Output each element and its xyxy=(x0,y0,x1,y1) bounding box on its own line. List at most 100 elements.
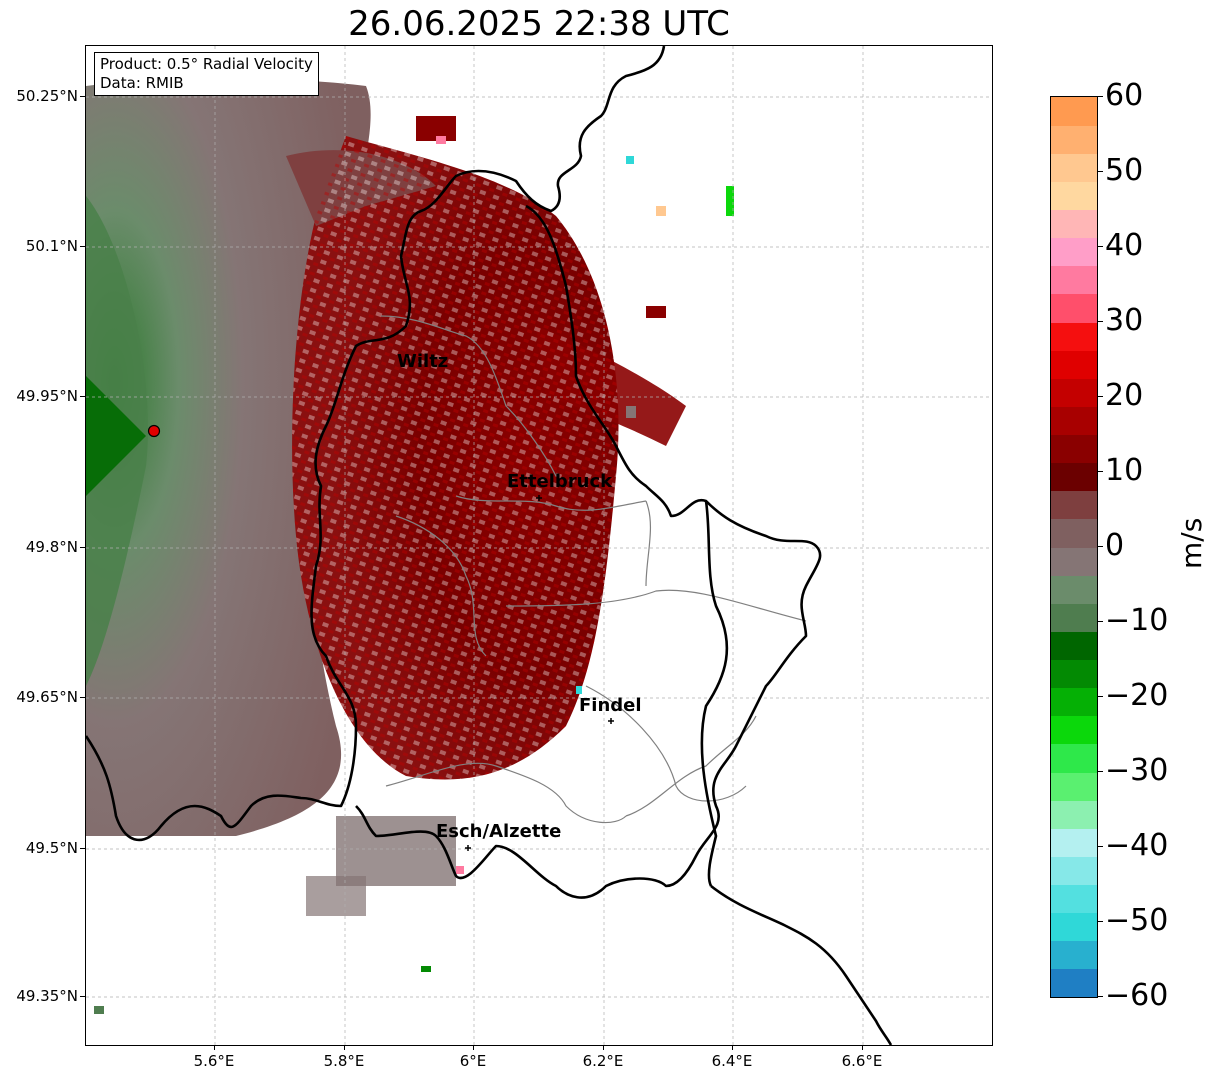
colorbar-segment xyxy=(1051,265,1097,295)
city-label-esch-alzette: Esch/Alzette xyxy=(436,821,562,842)
colorbar-tick-mark xyxy=(1097,621,1103,622)
colorbar-tick-label: −50 xyxy=(1105,903,1169,938)
colorbar-tick-mark xyxy=(1097,321,1103,322)
colorbar-tick-label: 60 xyxy=(1105,78,1144,113)
colorbar-tick-label: 50 xyxy=(1105,153,1144,188)
lat-tick-label: 49.5°N xyxy=(25,839,78,857)
lon-tick-mark xyxy=(862,1045,863,1050)
colorbar-tick-mark xyxy=(1097,771,1103,772)
colorbar-segment xyxy=(1051,659,1097,689)
lat-tick-mark xyxy=(80,848,85,849)
data-source-label: Data: RMIB xyxy=(100,74,184,92)
colorbar-tick-mark xyxy=(1097,921,1103,922)
colorbar-segment xyxy=(1051,434,1097,464)
city-label-findel: Findel xyxy=(579,695,642,716)
lon-tick-mark xyxy=(603,1045,604,1050)
colorbar-segment xyxy=(1051,237,1097,267)
lon-tick-label: 6.2°E xyxy=(582,1052,624,1070)
colorbar-unit-label: m/s xyxy=(1175,517,1207,569)
colorbar-tick-label: 40 xyxy=(1105,228,1144,263)
colorbar-segment xyxy=(1051,828,1097,857)
colorbar-segment xyxy=(1051,687,1097,717)
lat-tick-mark xyxy=(80,996,85,997)
lat-tick-mark xyxy=(80,96,85,97)
velocity-echo-scatter xyxy=(94,116,734,1014)
colorbar-tick-mark xyxy=(1097,246,1103,247)
lat-tick-mark xyxy=(80,547,85,548)
canton-borders xyxy=(380,315,807,824)
lon-tick-mark xyxy=(473,1045,474,1050)
city-markers xyxy=(465,495,614,851)
lon-tick-mark xyxy=(344,1045,345,1050)
lat-tick-label: 50.25°N xyxy=(16,87,78,105)
lat-lon-grid xyxy=(86,46,992,1045)
colorbar-segment xyxy=(1051,884,1097,914)
lon-tick-label: 5.8°E xyxy=(323,1052,365,1070)
colorbar-tick-label: −40 xyxy=(1105,828,1169,863)
lon-tick-label: 6°E xyxy=(459,1052,487,1070)
colorbar-tick-mark xyxy=(1097,396,1103,397)
colorbar-segment xyxy=(1051,603,1097,632)
colorbar-segment xyxy=(1051,181,1097,211)
colorbar-tick-label: 10 xyxy=(1105,453,1144,488)
colorbar-segment xyxy=(1051,772,1097,801)
colorbar-segment xyxy=(1051,631,1097,661)
colorbar-tick-mark xyxy=(1097,471,1103,472)
colorbar-segment xyxy=(1051,912,1097,942)
lat-tick-label: 49.65°N xyxy=(16,688,78,706)
colorbar-segment xyxy=(1051,490,1097,520)
colorbar-tick-mark xyxy=(1097,696,1103,697)
radar-map[interactable]: Wiltz Ettelbruck Findel Esch/Alzette xyxy=(85,45,993,1046)
colorbar-tick-label: −10 xyxy=(1105,603,1169,638)
colorbar-segment xyxy=(1051,743,1097,773)
colorbar-tick-label: −30 xyxy=(1105,753,1169,788)
colorbar-tick-label: 20 xyxy=(1105,378,1144,413)
colorbar-segment xyxy=(1051,125,1097,154)
radar-site-marker[interactable] xyxy=(147,424,161,438)
lat-tick-mark xyxy=(80,246,85,247)
lat-tick-mark xyxy=(80,396,85,397)
velocity-colorbar xyxy=(1050,96,1098,998)
map-title: 26.06.2025 22:38 UTC xyxy=(348,4,730,44)
colorbar-segment xyxy=(1051,715,1097,745)
colorbar-segment xyxy=(1051,97,1097,126)
colorbar-segment xyxy=(1051,968,1097,997)
colorbar-segment xyxy=(1051,856,1097,886)
colorbar-segment xyxy=(1051,378,1097,407)
lat-tick-label: 50.1°N xyxy=(25,237,78,255)
colorbar-tick-label: −20 xyxy=(1105,678,1169,713)
colorbar-segment xyxy=(1051,547,1097,576)
lat-tick-label: 49.35°N xyxy=(16,987,78,1005)
colorbar-segment xyxy=(1051,406,1097,436)
radar-map-canvas xyxy=(86,46,992,1045)
colorbar-tick-label: 0 xyxy=(1105,528,1125,563)
near-radar-echo xyxy=(86,78,371,836)
colorbar-segment xyxy=(1051,293,1097,323)
city-label-wiltz: Wiltz xyxy=(397,351,449,372)
product-info-box: Product: 0.5° Radial Velocity Data: RMIB xyxy=(94,52,319,96)
colorbar-segment xyxy=(1051,800,1097,829)
colorbar-segment xyxy=(1051,575,1097,604)
colorbar-segment xyxy=(1051,322,1097,351)
colorbar-segment xyxy=(1051,153,1097,182)
colorbar-tick-label: 30 xyxy=(1105,303,1144,338)
lon-tick-mark xyxy=(732,1045,733,1050)
lon-tick-label: 6.4°E xyxy=(711,1052,753,1070)
city-label-ettelbruck: Ettelbruck xyxy=(507,471,613,492)
colorbar-segment xyxy=(1051,209,1097,239)
colorbar-segment xyxy=(1051,462,1097,492)
colorbar-tick-mark xyxy=(1097,546,1103,547)
country-borders xyxy=(86,46,893,1045)
lon-tick-mark xyxy=(214,1045,215,1050)
colorbar-tick-mark xyxy=(1097,96,1103,97)
lon-tick-label: 5.6°E xyxy=(193,1052,235,1070)
lon-tick-label: 6.6°E xyxy=(841,1052,883,1070)
colorbar-tick-mark xyxy=(1097,171,1103,172)
velocity-echo-main xyxy=(286,136,686,780)
lat-tick-mark xyxy=(80,697,85,698)
colorbar-segment xyxy=(1051,518,1097,548)
lat-tick-label: 49.95°N xyxy=(16,387,78,405)
colorbar-tick-mark xyxy=(1097,846,1103,847)
colorbar-tick-label: −60 xyxy=(1105,978,1169,1013)
colorbar-tick-mark xyxy=(1097,996,1103,997)
